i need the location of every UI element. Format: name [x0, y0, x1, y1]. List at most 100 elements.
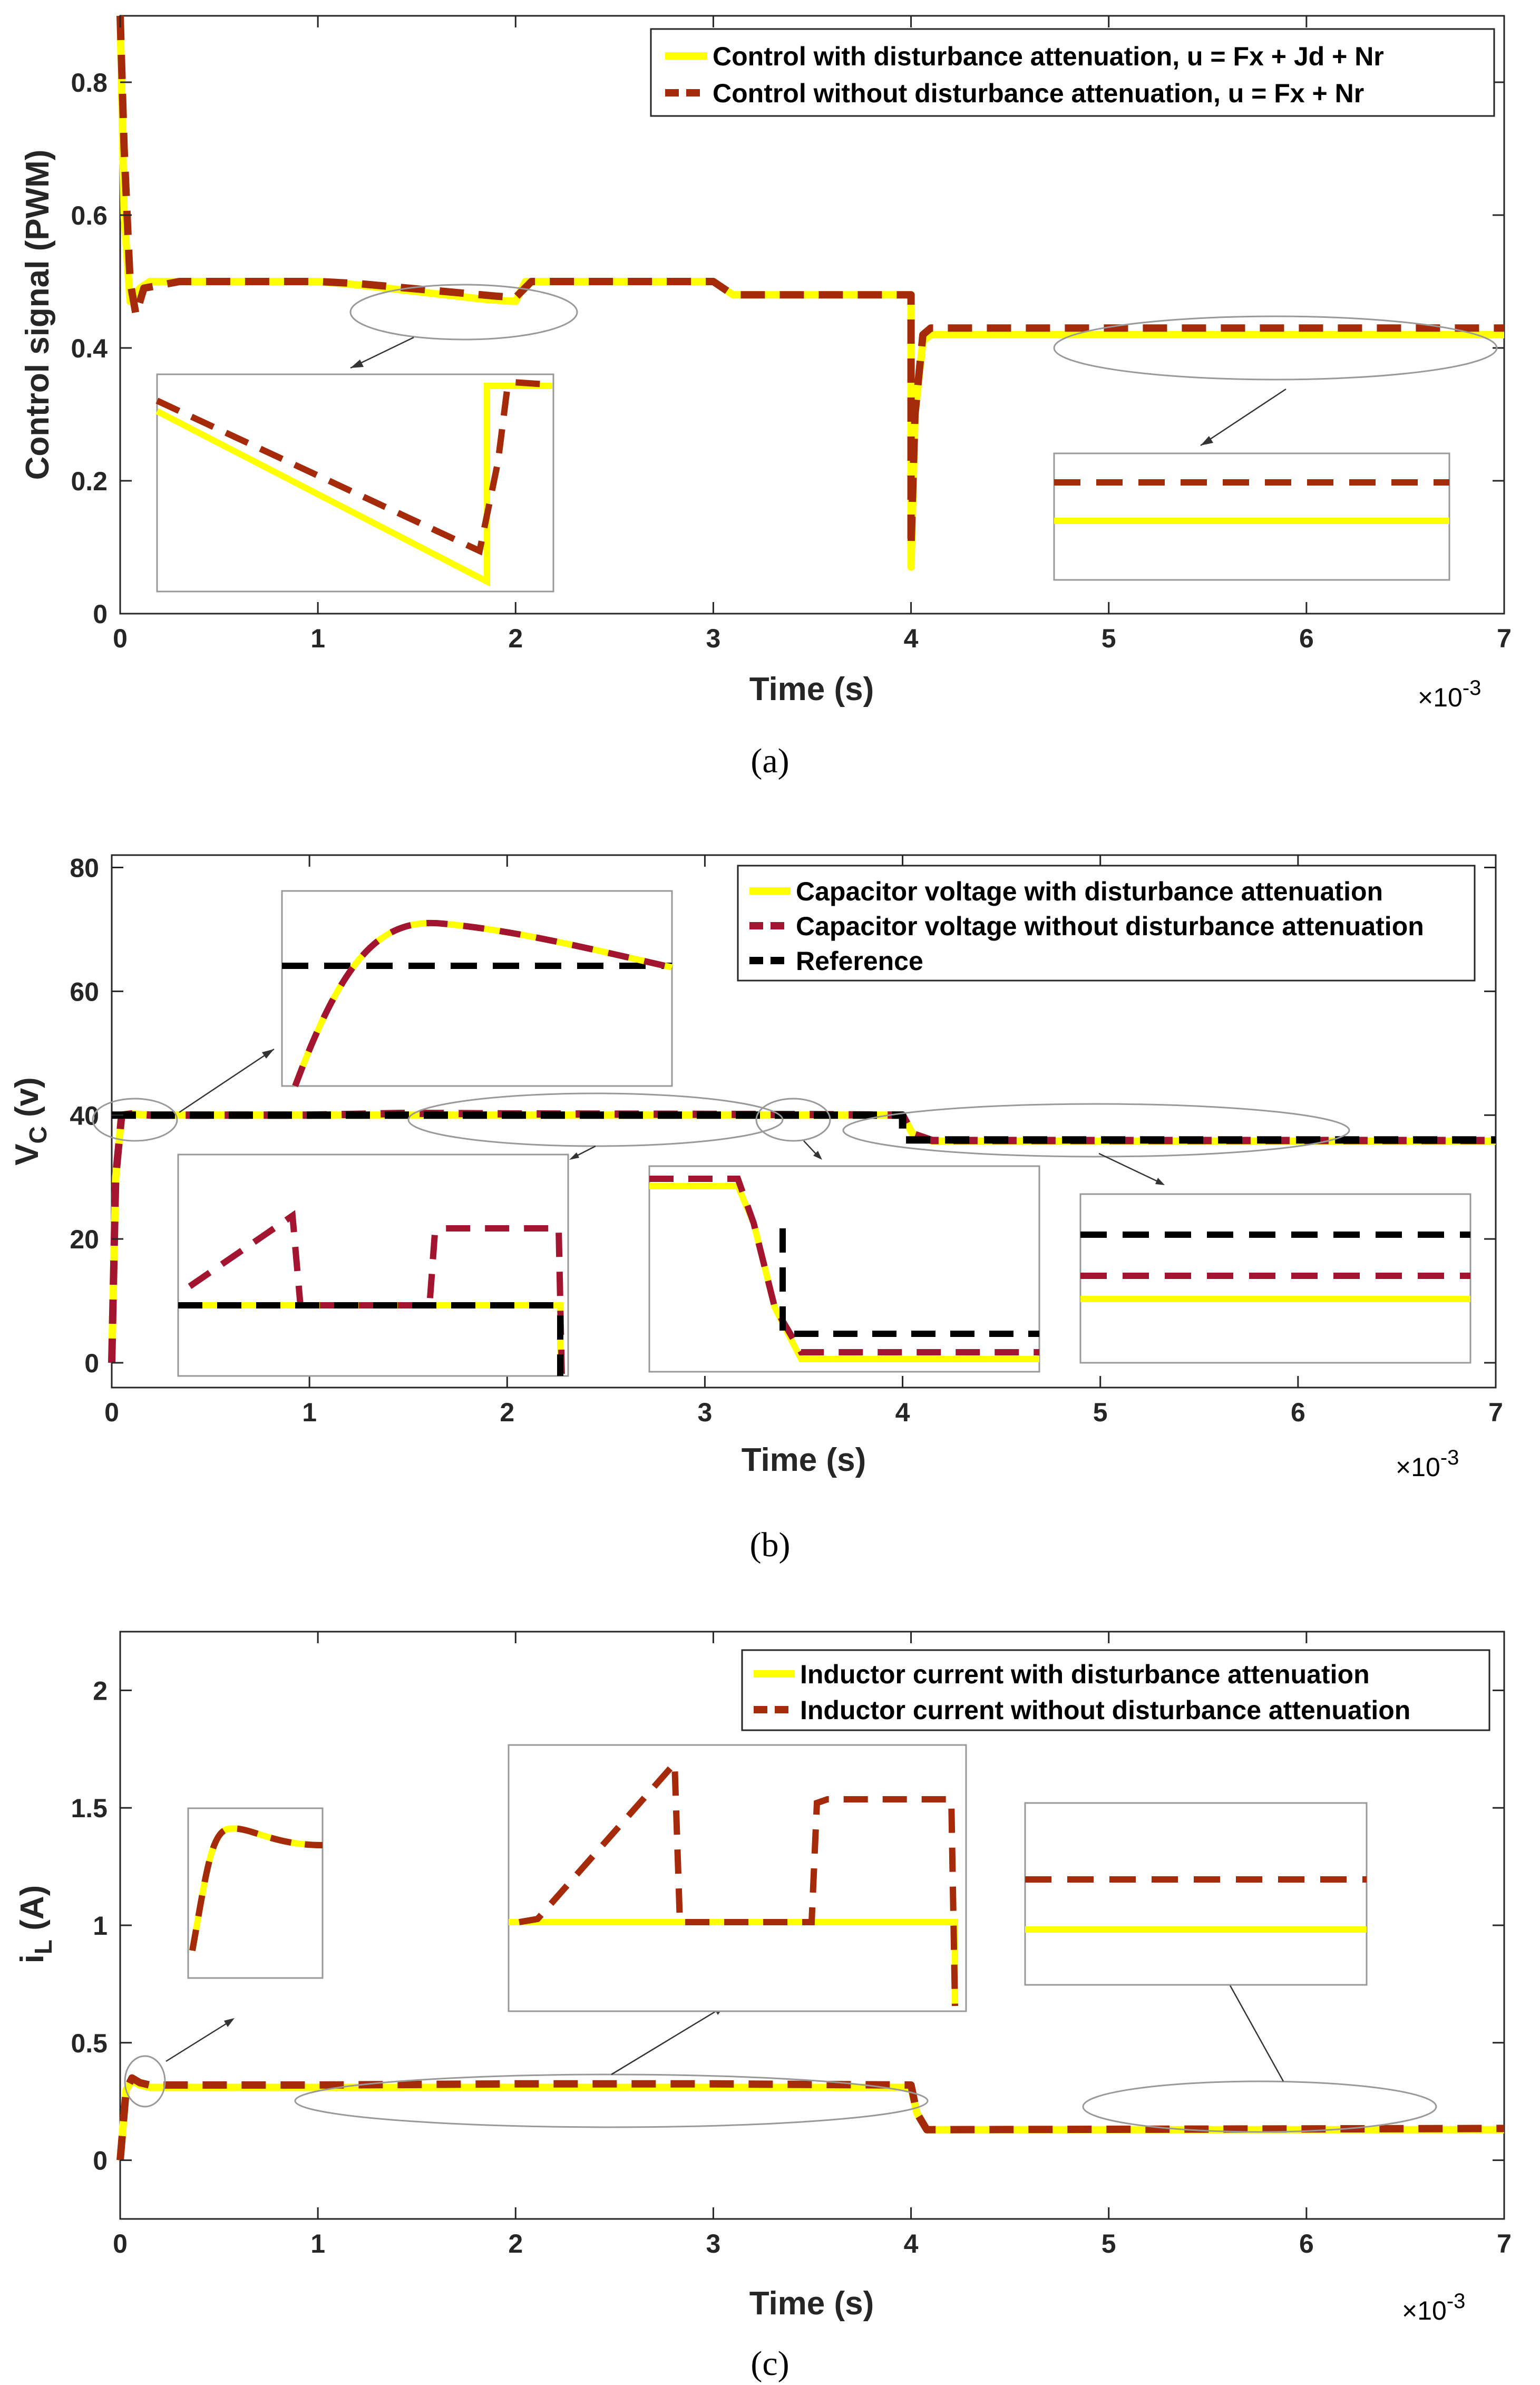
caption: (a) [750, 742, 789, 780]
legend-label: Inductor current without disturbance att… [800, 1695, 1410, 1725]
legend-label: Capacitor voltage without disturbance at… [796, 912, 1424, 941]
y-tick-label: 0.2 [71, 467, 108, 496]
zoom-arrow [1200, 388, 1286, 447]
inset-line-without-attenuation [292, 919, 673, 1088]
caption: (c) [750, 2344, 789, 2383]
inset-box [648, 1165, 1040, 1373]
zoom-arrow [1224, 1976, 1284, 2082]
zoom-inset-startup [124, 1807, 324, 2108]
y-tick-label: 1.5 [71, 1793, 108, 1823]
zoom-ellipse [755, 1098, 831, 1142]
x-axis-label: Time (s) [742, 1442, 866, 1478]
y-axis-label: iL (A) [14, 1885, 57, 1964]
y-tick-label: 80 [70, 853, 99, 883]
inset-line-without-attenuation [518, 1755, 958, 2006]
series-line-3 [112, 1111, 1496, 1144]
y-tick-label: 60 [70, 977, 99, 1006]
series-layer [116, 2074, 1505, 2161]
x-tick-label: 1 [310, 624, 325, 653]
inset-line-without-attenuation [649, 1176, 1039, 1355]
legend: Capacitor voltage with disturbance atten… [737, 865, 1476, 982]
y-tick-label: 1 [93, 1911, 108, 1941]
x-tick-label: 3 [706, 624, 721, 653]
inset-box [177, 1153, 569, 1377]
arrow-head [813, 1151, 822, 1160]
caption: (b) [750, 1526, 791, 1564]
legend-label: Capacitor voltage with disturbance atten… [796, 877, 1383, 906]
inset-line-with-attenuation [155, 383, 552, 587]
inset-line-without-attenuation [188, 1210, 565, 1376]
zoom-inset-steady [1024, 1802, 1437, 2133]
arrow-head [224, 2018, 235, 2027]
zoom-ellipse [1053, 315, 1498, 381]
legend-label: Reference [796, 946, 923, 976]
x-tick-label: 2 [508, 624, 523, 653]
y-tick-label: 0 [93, 599, 108, 629]
x-tick-label: 4 [895, 1398, 910, 1427]
x-tick-label: 7 [1497, 2229, 1512, 2258]
zoom-ellipse [842, 1103, 1350, 1158]
inset-box [281, 890, 673, 1087]
x-axis-label: Time (s) [749, 2285, 874, 2322]
zoom-inset-steady [1053, 315, 1498, 581]
y-tick-label: 0.5 [71, 2029, 108, 2058]
x-tick-label: 1 [310, 2229, 325, 2258]
x-tick-label: 7 [1488, 1398, 1503, 1427]
inset-box [1024, 1802, 1368, 1986]
panel-c: 0 1 2 3 4 5 6 7 0 0.5 1 1.5 2 [14, 1631, 1512, 2383]
x-tick-label: 4 [904, 624, 919, 653]
ticks-layer: 0 1 2 3 4 5 6 7 0 0.2 0.4 0.6 0.8 [71, 16, 1512, 653]
x-tick-label: 0 [113, 2229, 128, 2258]
zoom-arrow [179, 1048, 275, 1113]
x-tick-label: 7 [1497, 624, 1512, 653]
y-tick-label: 20 [70, 1225, 99, 1254]
legend-box [650, 28, 1495, 117]
series-line-2 [116, 2074, 1505, 2161]
y-axis-label: Control signal (PWM) [20, 150, 56, 480]
zoom-inset-startup [92, 890, 673, 1142]
legend: Inductor current with disturbance attenu… [741, 1649, 1490, 1731]
y-tick-label: 2 [93, 1676, 108, 1705]
series-layer [116, 15, 1504, 571]
y-tick-label: 0 [93, 2146, 108, 2176]
inset-line-without-attenuation [189, 1825, 323, 1952]
zoom-ellipse [124, 2055, 166, 2108]
legend-label: Control with disturbance attenuation, u … [713, 42, 1384, 71]
zoom-arrow [1098, 1152, 1163, 1185]
panel-a: 0 1 2 3 4 5 6 7 0 0.2 0.4 0.6 0.8 Control with distu… [20, 15, 1512, 780]
arrow-head [350, 360, 364, 368]
x-tick-label: 5 [1093, 1398, 1108, 1427]
arrow-head [1201, 436, 1213, 445]
x-tick-label: 2 [500, 1398, 514, 1427]
inset-box [508, 1744, 967, 2012]
legend-label: Inductor current with disturbance attenu… [800, 1660, 1370, 1689]
x-tick-label: 6 [1299, 624, 1314, 653]
arrow-head [1155, 1178, 1165, 1185]
x-tick-label: 4 [904, 2229, 919, 2258]
inset-line-reference [779, 1228, 1039, 1337]
y-tick-label: 0.6 [71, 201, 108, 230]
x-tick-label: 5 [1102, 2229, 1116, 2258]
legend-box [741, 1649, 1490, 1731]
zoom-ellipse [1082, 2080, 1437, 2133]
legend: Control with disturbance attenuation, u … [650, 28, 1495, 117]
zoom-inset-ripple [177, 1092, 784, 1377]
x-tick-label: 3 [698, 1398, 713, 1427]
y-tick-label: 0.4 [71, 334, 108, 363]
x-tick-label: 6 [1291, 1398, 1305, 1427]
x-tick-label: 6 [1299, 2229, 1314, 2258]
zoom-arrow [611, 2006, 723, 2076]
arrow-head [262, 1049, 274, 1059]
x-tick-label: 3 [706, 2229, 721, 2258]
ticks-layer: 0 1 2 3 4 5 6 7 0 0.5 1 1.5 2 [71, 1632, 1512, 2258]
legend-box [737, 865, 1476, 982]
arrow-head [569, 1152, 579, 1160]
x-multiplier: ×10-3 [1402, 2290, 1465, 2325]
zoom-ellipse [92, 1098, 178, 1142]
y-axis-label: VC (v) [9, 1077, 52, 1166]
series-line-2 [116, 15, 1504, 551]
inset-line-without-attenuation [155, 379, 553, 556]
